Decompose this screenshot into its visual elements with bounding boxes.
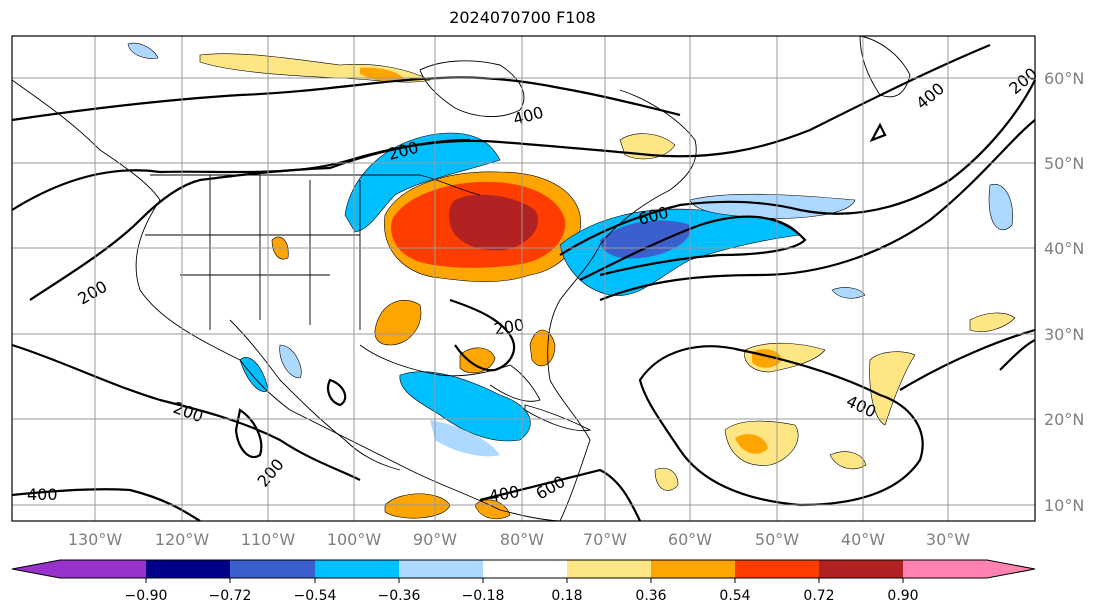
contour-line (234, 408, 263, 458)
lon-tick-label: 50°W (755, 530, 799, 549)
colorbar-tick-label: −0.54 (294, 588, 337, 604)
negative-anomaly-gulf (399, 371, 531, 442)
colorbar-segment (60, 560, 146, 578)
colorbar-segment (146, 560, 230, 578)
colorbar-segment (903, 560, 987, 578)
colorbar-tick-label: 0.90 (887, 588, 918, 604)
contour-line (869, 122, 887, 143)
lon-tick-label: 100°W (327, 530, 382, 549)
colorbar-segment (567, 560, 651, 578)
colorbar-tick-label: −0.36 (378, 588, 421, 604)
strong-negative-anomaly-atlantic (600, 220, 691, 259)
lon-tick-label: 60°W (668, 530, 712, 549)
colorbar: −0.90 −0.72 −0.54 −0.36 −0.18 0.18 0.36 … (11, 559, 1036, 604)
lat-tick-label: 40°N (1044, 239, 1084, 258)
lat-tick-label: 10°N (1044, 496, 1084, 515)
north-america-west-coast (11, 79, 561, 522)
colorbar-outline (11, 559, 1036, 579)
contour-line (999, 339, 1036, 371)
contour-label: 400 (27, 485, 58, 504)
contour-line (11, 488, 201, 522)
positive-anomaly-east-coast (529, 329, 556, 367)
latitude-labels: 60°N 50°N 40°N 30°N 20°N 10°N (1044, 69, 1084, 515)
contour-lines (11, 43, 1036, 522)
positive-anomaly-mid-atlantic (654, 467, 679, 491)
map-title: 2024070700 F108 (449, 8, 596, 27)
colorbar-segment (651, 560, 735, 578)
colorbar-tick-label: 0.36 (635, 588, 666, 604)
colorbar-segment (230, 560, 315, 578)
contour-line (326, 378, 347, 407)
us-canada-border (150, 174, 481, 196)
weak-negative-anomaly-gulf (430, 420, 500, 457)
contour-line (599, 119, 1036, 302)
weak-negative-mexico (279, 344, 302, 379)
lon-tick-label: 40°W (841, 530, 885, 549)
graticule (12, 36, 1035, 521)
coastlines (11, 35, 911, 522)
mexico-outline (229, 319, 401, 471)
lon-tick-label: 30°W (926, 530, 970, 549)
weak-negative-subtropic (831, 287, 866, 299)
lon-tick-label: 110°W (241, 530, 296, 549)
colorbar-segment (315, 560, 399, 578)
lon-tick-label: 80°W (500, 530, 544, 549)
colorbar-tick-label: 0.72 (803, 588, 834, 604)
colorbar-segment (819, 560, 903, 578)
colorbar-tick-label: −0.90 (125, 588, 168, 604)
gulf-coast (359, 344, 541, 402)
colorbar-tick-label: 0.18 (551, 588, 582, 604)
contour-line (11, 43, 991, 211)
colorbar-segment (399, 560, 483, 578)
colorbar-segment (483, 560, 567, 578)
colorbar-tick-label: 0.54 (719, 588, 750, 604)
colorbar-tick-label: −0.72 (209, 588, 252, 604)
contour-line (11, 76, 681, 122)
positive-anomaly-east-tropic (869, 351, 916, 426)
cuba (524, 404, 592, 432)
contour-line (449, 298, 516, 372)
positive-anomaly-florida-gulf (459, 347, 496, 374)
lon-tick-label: 90°W (413, 530, 457, 549)
contour-line (11, 343, 361, 481)
lon-tick-label: 130°W (68, 530, 123, 549)
positive-anomaly-northeast (969, 312, 1016, 332)
negative-anomaly-north (344, 132, 501, 233)
weak-negative-canada (127, 42, 159, 59)
lat-tick-label: 50°N (1044, 154, 1084, 173)
map-frame (11, 35, 1036, 522)
greenland (859, 35, 911, 98)
positive-anomaly-south-atlantic (829, 451, 867, 470)
contour-line (638, 345, 924, 507)
shaded-anomalies (127, 42, 1016, 520)
lon-tick-label: 70°W (583, 530, 627, 549)
lat-tick-label: 20°N (1044, 410, 1084, 429)
hudson-bay (419, 60, 525, 118)
colorbar-segment (735, 560, 819, 578)
positive-core-tropic (735, 434, 768, 454)
north-america-east-coast (547, 89, 697, 522)
lat-tick-label: 30°N (1044, 325, 1084, 344)
contour-line (579, 215, 807, 281)
colorbar-low-extension (12, 560, 60, 578)
colorbar-tick-label: −0.18 (462, 588, 505, 604)
contour-line (29, 138, 471, 301)
longitude-labels: 130°W 120°W 110°W 100°W 90°W 80°W 70°W 6… (68, 530, 970, 549)
lon-tick-label: 120°W (155, 530, 210, 549)
lat-tick-label: 60°N (1044, 69, 1084, 88)
max-positive-anomaly (448, 194, 539, 251)
weak-negative-atlantic-east (988, 183, 1013, 231)
colorbar-high-extension (987, 560, 1035, 578)
contour-line (479, 468, 641, 522)
contour-line (559, 79, 1036, 256)
